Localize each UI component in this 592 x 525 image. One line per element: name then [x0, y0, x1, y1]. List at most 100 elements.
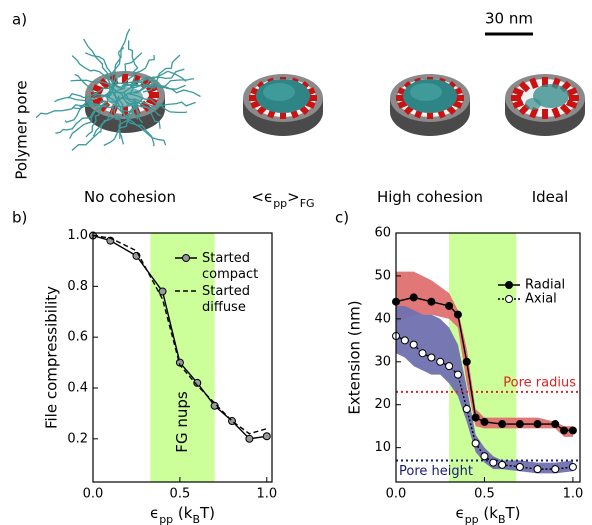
marker [515, 420, 524, 429]
polymer-strand [129, 84, 201, 98]
x-axis-label-part: ϵ [150, 504, 159, 522]
pore-tooth [529, 107, 539, 119]
polymer [533, 84, 569, 108]
marker [193, 378, 202, 387]
reference-label: Pore radius [503, 375, 576, 390]
x-tick-label: 1.0 [256, 487, 277, 502]
marker [453, 310, 462, 319]
shaded-region [150, 233, 215, 482]
y-tick-label: 0.2 [67, 431, 88, 446]
legend-label: Radial [525, 278, 565, 293]
caption: Ideal [532, 188, 569, 206]
polymer-strand [113, 100, 155, 147]
caption-part: <ϵ [251, 188, 273, 206]
pore-tooth [541, 108, 549, 120]
marker [498, 420, 507, 429]
marker [515, 462, 524, 471]
caption-part: pp [273, 197, 287, 210]
marker [445, 362, 454, 371]
marker [489, 458, 498, 467]
legend-marker [505, 281, 513, 289]
legend-label-line: compact [202, 267, 258, 282]
polymer-strand [55, 101, 107, 134]
polymer-strand [72, 101, 138, 110]
polymer-strand [103, 99, 136, 147]
pore-tooth [566, 87, 578, 97]
caption: High cohesion [377, 188, 483, 206]
legend-label: Started compact [202, 251, 258, 282]
band [396, 271, 573, 437]
polymer-strand [131, 98, 196, 109]
marker [533, 465, 542, 474]
pore-tooth [98, 78, 111, 90]
marker [427, 297, 436, 306]
x-axis-label-part: ϵ [455, 504, 464, 522]
caption: <ϵpp>FG [251, 188, 314, 210]
reference-label: Pore height [399, 464, 473, 479]
x-axis-label-part: (k [173, 504, 193, 522]
polymer-strand [67, 82, 131, 99]
x-axis-label-part: (k [479, 504, 499, 522]
pore-tooth [149, 92, 159, 98]
caption: No cohesion [84, 188, 176, 206]
pore-tooth [566, 99, 578, 109]
caption-part: No cohesion [84, 188, 176, 206]
pore-tooth [512, 87, 524, 97]
band [396, 305, 573, 474]
caption-part: Ideal [532, 188, 569, 206]
y-axis-label: Extension (nm) [346, 300, 364, 414]
polymer-strand [130, 70, 187, 84]
pore-tooth [518, 81, 531, 93]
marker [427, 353, 436, 362]
x-tick-label: 1.0 [563, 487, 584, 502]
marker [453, 370, 462, 379]
polymer-strand [124, 96, 161, 129]
marker [480, 452, 489, 461]
polymer-strand [54, 96, 106, 106]
series-line [92, 234, 267, 435]
polymer-strand [113, 95, 125, 145]
x-axis-label-part: pp [159, 513, 173, 525]
x-axis-label: ϵpp (kBT) [455, 504, 520, 525]
y-tick-label: 0.8 [67, 279, 88, 294]
marker [533, 420, 542, 429]
marker [462, 405, 471, 414]
legend-label-line: Started [202, 251, 250, 266]
x-axis-label-part: T) [505, 504, 521, 522]
pore-images [35, 28, 585, 151]
marker [471, 439, 480, 448]
legend-marker [505, 295, 513, 303]
polymer-strand [70, 79, 140, 88]
y-tick-label: 60 [374, 226, 391, 241]
marker [409, 340, 418, 349]
x-axis-label-part: B [498, 513, 506, 525]
x-axis-label: ϵpp (kBT) [150, 504, 215, 525]
y-tick-label: 40 [374, 311, 391, 326]
pore-tooth [529, 77, 539, 89]
scale-bar-label: 30 nm [485, 10, 533, 28]
x-axis-label-part: T) [199, 504, 215, 522]
legend-label: Started diffuse [202, 284, 250, 315]
y-tick-label: 50 [374, 268, 391, 283]
polymer-strand [107, 52, 143, 99]
polymer-strand [71, 106, 114, 151]
x-tick-label: 0.5 [170, 487, 191, 502]
caption-part: FG [300, 197, 315, 210]
pore-tooth [512, 99, 524, 109]
polymer-strand [85, 94, 109, 138]
y-tick-label: 1.0 [67, 228, 88, 243]
y-axis-label: File compressibility [43, 286, 61, 429]
polymer-strand [64, 88, 115, 123]
y-tick-label: 10 [374, 440, 391, 455]
marker [436, 357, 445, 366]
panel-label: b) [12, 209, 27, 227]
polymer-strand [121, 105, 167, 146]
x-tick-label: 0.0 [83, 487, 104, 502]
pore-tooth [92, 84, 104, 94]
legend-label-line: diffuse [202, 300, 246, 315]
plot-frame [395, 232, 581, 483]
marker [245, 434, 254, 443]
legend-marker [182, 254, 190, 262]
pore-tooth [569, 95, 579, 101]
